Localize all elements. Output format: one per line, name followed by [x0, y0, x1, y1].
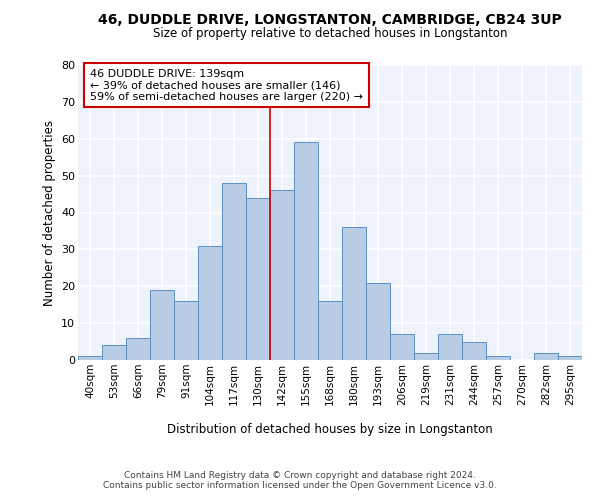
Text: Size of property relative to detached houses in Longstanton: Size of property relative to detached ho…	[153, 28, 507, 40]
Bar	[126, 338, 150, 360]
Bar	[270, 190, 294, 360]
Bar	[78, 356, 102, 360]
Bar	[150, 290, 174, 360]
Text: Distribution of detached houses by size in Longstanton: Distribution of detached houses by size …	[167, 422, 493, 436]
Y-axis label: Number of detached properties: Number of detached properties	[43, 120, 56, 306]
Bar	[198, 246, 222, 360]
Bar	[366, 282, 390, 360]
Bar	[462, 342, 486, 360]
Text: Contains HM Land Registry data © Crown copyright and database right 2024.
Contai: Contains HM Land Registry data © Crown c…	[103, 470, 497, 490]
Bar	[342, 227, 366, 360]
Bar	[222, 183, 246, 360]
Bar	[558, 356, 582, 360]
Bar	[318, 301, 342, 360]
Bar	[246, 198, 270, 360]
Bar	[390, 334, 414, 360]
Bar	[414, 352, 438, 360]
Bar	[294, 142, 318, 360]
Bar	[438, 334, 462, 360]
Bar	[174, 301, 198, 360]
Bar	[534, 352, 558, 360]
Text: 46 DUDDLE DRIVE: 139sqm
← 39% of detached houses are smaller (146)
59% of semi-d: 46 DUDDLE DRIVE: 139sqm ← 39% of detache…	[90, 68, 363, 102]
Bar	[102, 345, 126, 360]
Bar	[486, 356, 510, 360]
Text: 46, DUDDLE DRIVE, LONGSTANTON, CAMBRIDGE, CB24 3UP: 46, DUDDLE DRIVE, LONGSTANTON, CAMBRIDGE…	[98, 12, 562, 26]
